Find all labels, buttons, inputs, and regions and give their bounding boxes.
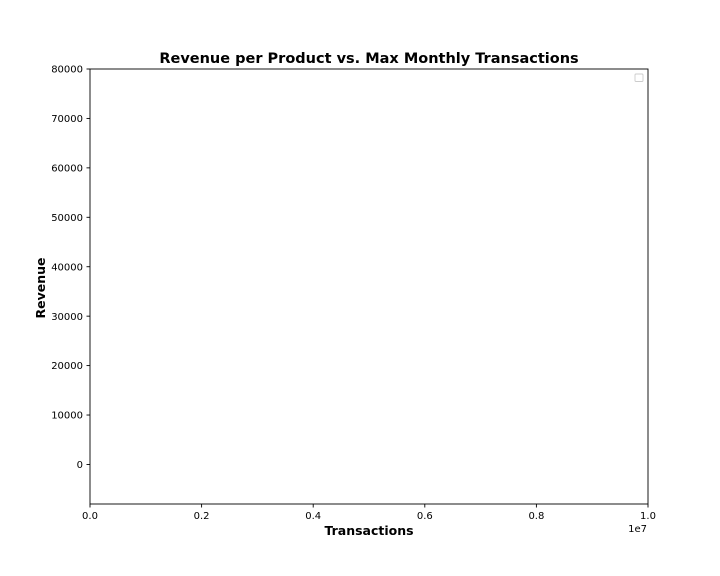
y-tick-label: 10000 <box>51 411 83 422</box>
y-axis-label: Revenue <box>33 257 48 318</box>
legend-box <box>634 73 644 82</box>
x-axis-label: Transactions <box>324 523 413 538</box>
x-tick-label: 0.2 <box>194 511 210 522</box>
plot-area <box>90 69 648 504</box>
x-axis-offset-label: 1e7 <box>628 524 647 535</box>
y-tick-label: 60000 <box>51 163 83 174</box>
y-tick-label: 80000 <box>51 65 83 76</box>
chart-title: Revenue per Product vs. Max Monthly Tran… <box>159 51 578 67</box>
y-axis-ticks: 0 10000 20000 30000 40000 50000 60000 70000 8000… <box>51 65 90 471</box>
y-tick-label: 30000 <box>51 312 83 323</box>
x-tick-label: 0.8 <box>528 511 544 522</box>
x-tick-label: 0.0 <box>82 511 98 522</box>
y-tick-label: 50000 <box>51 213 83 224</box>
y-tick-label: 0 <box>77 460 83 471</box>
x-tick-label: 1.0 <box>640 511 656 522</box>
y-tick-label: 20000 <box>51 361 83 372</box>
y-tick-label: 70000 <box>51 114 83 125</box>
x-tick-label: 0.6 <box>417 511 433 522</box>
x-tick-label: 0.4 <box>305 511 321 522</box>
plot-frame <box>89 68 649 505</box>
y-tick-label: 40000 <box>51 262 83 273</box>
x-axis-ticks: 0.0 0.2 0.4 0.6 0.8 1.0 <box>82 504 656 522</box>
